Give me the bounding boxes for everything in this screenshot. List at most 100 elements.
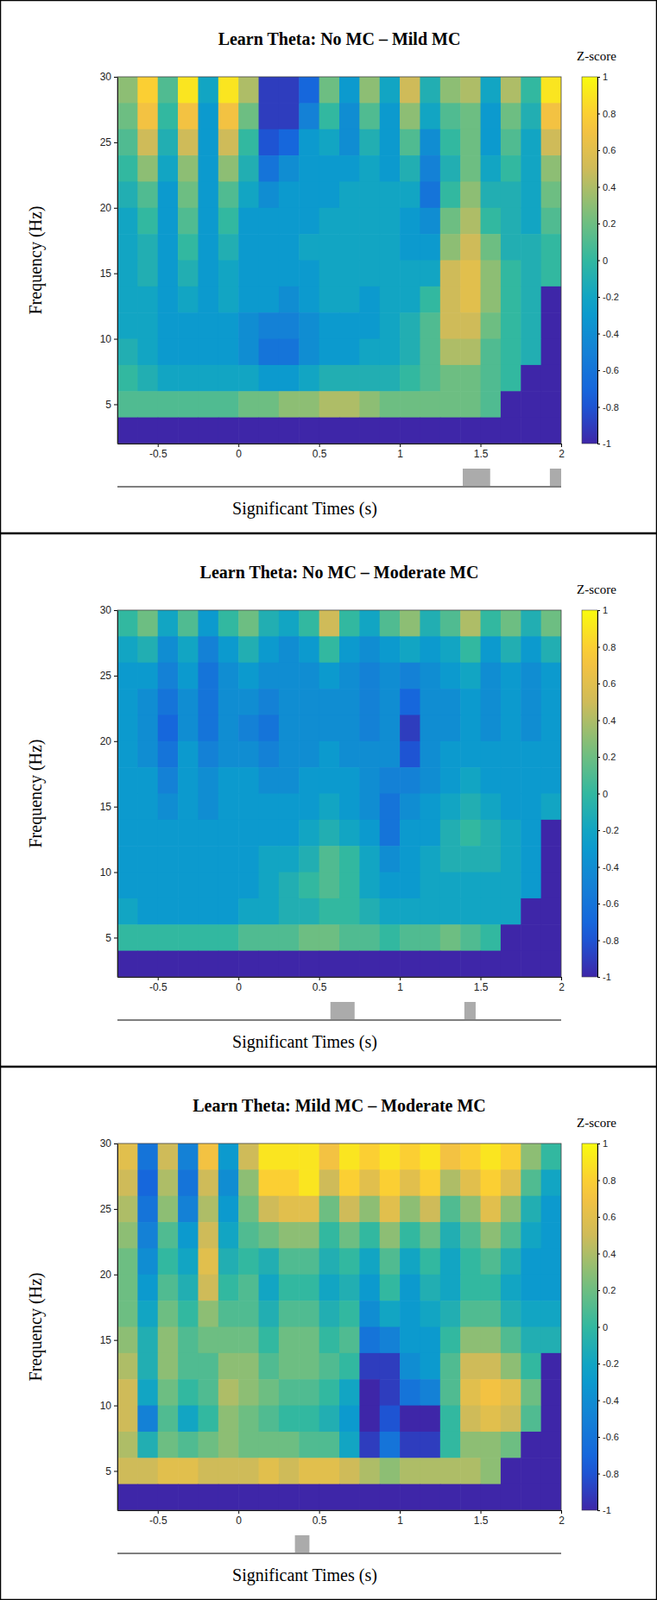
heatmap-cell [419, 233, 441, 261]
colorbar-tick-label: -1 [602, 438, 612, 449]
heatmap-cell [259, 898, 280, 926]
heatmap-cell [440, 1406, 462, 1434]
heatmap-cell [480, 1379, 502, 1407]
heatmap-cell [480, 767, 502, 795]
colorbar-tick-label: -0.2 [602, 291, 620, 303]
heatmap-cell [399, 181, 421, 209]
heatmap-cell [117, 872, 139, 900]
heatmap-cell [520, 1248, 542, 1276]
heatmap-cells [117, 76, 562, 444]
colorbar-tick: 0.2 [597, 1285, 616, 1296]
heatmap-cell [238, 1196, 260, 1224]
heatmap-cell [541, 1143, 562, 1171]
heatmap-cell [419, 76, 441, 104]
heatmap-cell [117, 1379, 139, 1407]
heatmap-cell [278, 1458, 300, 1485]
heatmap-cell [197, 1169, 219, 1197]
heatmap-cell [440, 794, 462, 822]
heatmap-cell [117, 312, 139, 340]
heatmap-cell [238, 1143, 260, 1171]
heatmap-cell [541, 155, 562, 183]
heatmap-cell [238, 286, 260, 314]
heatmap-cell [137, 794, 158, 822]
heatmap-cell [480, 636, 502, 664]
heatmap-cell [460, 663, 481, 690]
heatmap-cell [117, 129, 139, 157]
y-tick: 20 [100, 1269, 118, 1282]
heatmap-cell [278, 1196, 300, 1224]
heatmap-cell [278, 1327, 300, 1355]
heatmap-cell [117, 951, 139, 978]
heatmap-cell [419, 1275, 441, 1302]
heatmap-cell [399, 233, 421, 261]
heatmap-cell [117, 76, 139, 104]
heatmap-cell [480, 741, 502, 769]
heatmap-cell [500, 636, 522, 664]
heatmap-cell [359, 741, 380, 769]
x-tick-mark [157, 977, 159, 981]
heatmap-cell [419, 688, 441, 716]
significant-interval [549, 468, 562, 487]
heatmap-cell [238, 339, 260, 367]
heatmap-cell [480, 688, 502, 716]
heatmap-cell [480, 181, 502, 209]
heatmap-cell [298, 767, 320, 795]
heatmap-cell [259, 688, 280, 716]
heatmap-cell [319, 794, 341, 822]
heatmap-cell [359, 260, 380, 288]
colorbar-tick: 0.8 [597, 108, 616, 120]
heatmap-cell [399, 610, 421, 638]
heatmap-cell [339, 1248, 361, 1276]
heatmap-cell [319, 741, 341, 769]
heatmap-cell [460, 339, 481, 367]
heatmap-cell [520, 898, 542, 926]
y-tick-mark [113, 807, 118, 809]
heatmap-cell [319, 181, 341, 209]
colorbar-tick-mark [597, 76, 601, 78]
heatmap-cell [500, 76, 522, 104]
heatmap-cell [460, 233, 481, 261]
heatmap-cell [278, 208, 300, 235]
x-tick: 0 [235, 443, 242, 461]
heatmap-cell [218, 610, 240, 638]
heatmap-cell [137, 1458, 158, 1485]
colorbar-tick-mark [597, 1437, 601, 1439]
heatmap-cell [359, 820, 380, 847]
heatmap-cell [480, 233, 502, 261]
heatmap-cell [359, 155, 380, 183]
heatmap-cell [419, 129, 441, 157]
heatmap-cell [117, 102, 139, 130]
heatmap-cell [419, 286, 441, 314]
heatmap-cell [480, 1248, 502, 1276]
colorbar-tick-label: 0.4 [602, 182, 616, 193]
heatmap-cell [218, 391, 240, 418]
heatmap-cell [197, 1432, 219, 1460]
heatmap-cell [137, 76, 158, 104]
y-tick: 20 [100, 202, 118, 215]
heatmap-cell [500, 820, 522, 847]
heatmap-cell [319, 391, 341, 418]
heatmap-cell [520, 260, 542, 288]
x-tick-mark [319, 977, 321, 981]
colorbar-tick-label: 0.8 [602, 642, 616, 653]
heatmap-cell [339, 129, 361, 157]
x-tick-mark [561, 443, 563, 448]
heatmap-cell [379, 312, 401, 340]
heatmap-cell [440, 610, 462, 638]
heatmap-cell [157, 208, 179, 235]
heatmap-cell [218, 1432, 240, 1460]
x-tick: 2 [558, 1510, 565, 1528]
heatmap-cell [541, 794, 562, 822]
heatmap-cell [117, 417, 139, 444]
heatmap-cell [157, 846, 179, 873]
heatmap-cell [339, 260, 361, 288]
heatmap-cell [238, 794, 260, 822]
heatmap-cell [218, 1248, 240, 1276]
heatmap-cell [359, 1379, 380, 1407]
heatmap-cell [259, 391, 280, 418]
heatmap-cell [319, 951, 341, 978]
heatmap-cell [197, 663, 219, 690]
heatmap-cell [137, 391, 158, 418]
heatmap-cell [177, 1406, 199, 1434]
heatmap-cell [440, 1458, 462, 1485]
